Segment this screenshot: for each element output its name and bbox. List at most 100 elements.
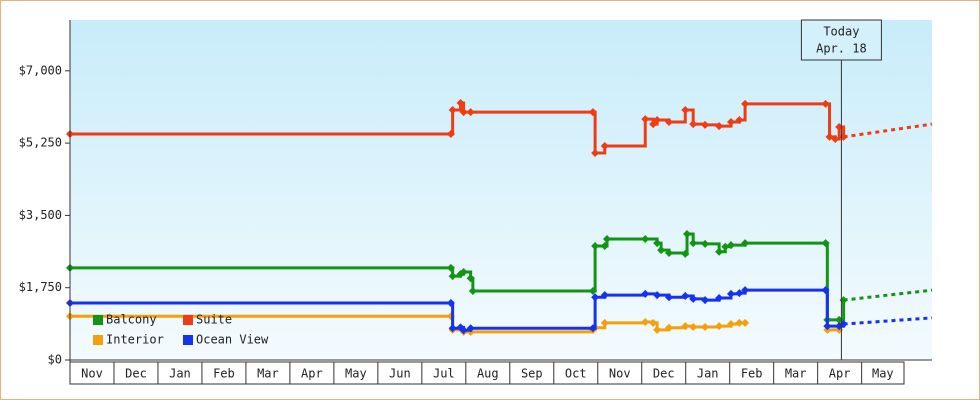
price-point (727, 289, 736, 298)
price-point (446, 263, 455, 272)
price-point (591, 241, 600, 250)
price-point (466, 108, 475, 117)
price-point (715, 247, 724, 256)
x-tick-label: Nov (81, 367, 103, 381)
x-tick-label: Oct (565, 367, 587, 381)
x-tick-label: Dec (653, 367, 675, 381)
legend-swatch (183, 335, 193, 345)
today-date: Apr. 18 (816, 42, 867, 56)
price-point (689, 322, 698, 331)
price-point (701, 120, 710, 129)
x-tick-label: May (872, 367, 894, 381)
legend-label: Interior (106, 333, 164, 347)
price-point (741, 286, 750, 295)
price-point (446, 130, 455, 139)
today-box (800, 19, 882, 61)
y-tick-label: $1,750 (19, 280, 62, 294)
price-point (681, 106, 690, 115)
price-point (588, 108, 597, 117)
price-point (821, 99, 830, 108)
today-label: Today (823, 25, 859, 39)
price-point (701, 296, 710, 305)
price-point (681, 291, 690, 300)
x-tick-label: Dec (125, 367, 147, 381)
price-point (735, 318, 744, 327)
price-point (653, 115, 662, 124)
price-point (456, 99, 465, 108)
price-point (689, 294, 698, 303)
price-point (689, 120, 698, 129)
price-point (653, 325, 662, 334)
price-point (649, 318, 658, 327)
x-tick-label: Mar (785, 367, 807, 381)
x-tick-label: Jun (389, 367, 411, 381)
x-tick-label: Sep (521, 367, 543, 381)
price-point (653, 239, 662, 248)
y-tick-label: $0 (48, 353, 62, 367)
x-tick-label: Jul (433, 367, 455, 381)
y-tick-label: $5,250 (19, 136, 62, 150)
x-tick-label: Apr (829, 367, 851, 381)
x-tick-label: Nov (609, 367, 631, 381)
price-point (689, 239, 698, 248)
price-point (448, 324, 457, 333)
legend-swatch (183, 315, 193, 325)
legend-label: Suite (196, 313, 232, 327)
price-point (649, 120, 658, 129)
x-tick-label: Feb (213, 367, 235, 381)
plot-area (70, 20, 932, 360)
forecast-line (843, 122, 933, 139)
y-tick-label: $7,000 (19, 63, 62, 77)
price-point (665, 323, 674, 332)
price-point (602, 234, 611, 243)
price-point (657, 246, 666, 255)
x-tick-label: Jan (697, 367, 719, 381)
legend-label: Balcony (106, 313, 157, 327)
x-tick-label: Aug (477, 367, 499, 381)
price-point (701, 322, 710, 331)
price-point (588, 324, 597, 333)
x-tick-label: Mar (257, 367, 279, 381)
price-point (741, 318, 750, 327)
x-tick-label: Feb (741, 367, 763, 381)
price-point (600, 241, 609, 250)
price-point (735, 289, 744, 298)
price-point (653, 291, 662, 300)
price-point (831, 134, 840, 143)
price-point (588, 287, 597, 296)
x-tick-label: May (345, 367, 367, 381)
y-tick-label: $3,500 (19, 208, 62, 222)
price-point (727, 320, 736, 329)
legend-label: Ocean View (196, 333, 269, 347)
price-point (641, 289, 650, 298)
legend-swatch (93, 315, 103, 325)
price-point (641, 234, 650, 243)
price-point (727, 241, 736, 250)
price-point (821, 286, 830, 295)
price-point (681, 322, 690, 331)
price-point (446, 298, 455, 307)
forecast-line (843, 316, 933, 326)
price-point (701, 239, 710, 248)
price-point (591, 293, 600, 302)
forecast-line (843, 288, 933, 302)
price-point (741, 99, 750, 108)
price-point (665, 249, 674, 258)
price-point (466, 274, 475, 283)
price-point (681, 249, 690, 258)
price-point (466, 324, 475, 333)
price-point (448, 106, 457, 115)
legend-swatch (93, 335, 103, 345)
price-point (448, 272, 457, 281)
x-tick-label: Apr (301, 367, 323, 381)
price-point (665, 293, 674, 302)
price-point (641, 317, 650, 326)
price-point (715, 322, 724, 331)
price-point (459, 108, 468, 117)
price-point (459, 268, 468, 277)
price-point (600, 142, 609, 151)
x-tick-label: Jan (169, 367, 191, 381)
price-point (641, 115, 650, 124)
price-point (459, 326, 468, 335)
